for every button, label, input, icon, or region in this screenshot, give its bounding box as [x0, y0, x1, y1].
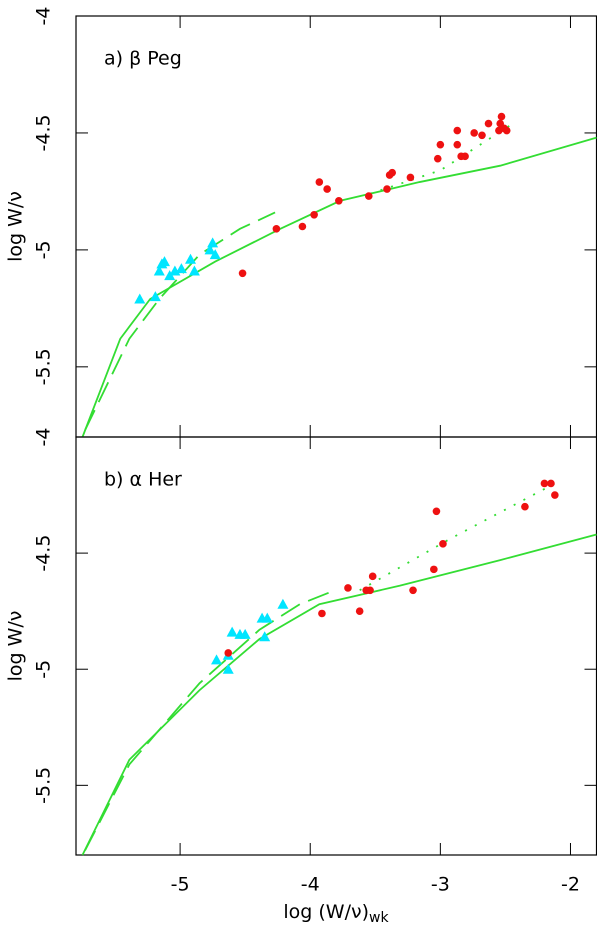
- circle-point: [318, 609, 326, 618]
- circle-point: [551, 491, 559, 499]
- x-axis-label-sub: wk: [369, 910, 389, 926]
- circle-point: [502, 126, 511, 135]
- circle-point: [432, 507, 441, 516]
- circle-point: [521, 502, 529, 511]
- panel-label: b) α Her: [104, 469, 182, 491]
- circle-point: [323, 185, 331, 193]
- line-dashed: [84, 211, 276, 431]
- triangle-point: [222, 663, 234, 674]
- panel-label: a) β Peg: [104, 48, 182, 70]
- x-tick-label: -4: [301, 874, 320, 896]
- triangle-point: [188, 265, 200, 276]
- circle-point: [470, 129, 478, 137]
- circle-point: [315, 178, 324, 186]
- y-tick-label: -5.5: [33, 767, 55, 804]
- circle-point: [344, 584, 352, 592]
- circle-point: [547, 479, 555, 488]
- circle-point: [406, 173, 415, 182]
- y-tick-label: -5: [33, 660, 55, 679]
- line-dashed: [84, 589, 336, 851]
- triangle-point: [149, 291, 161, 302]
- circle-point: [272, 225, 281, 233]
- circle-point: [436, 140, 445, 149]
- y-tick-label: -5: [33, 240, 55, 259]
- triangle-point: [226, 626, 238, 637]
- circle-point: [298, 222, 307, 231]
- circle-point: [409, 586, 417, 595]
- circle-point: [310, 211, 318, 219]
- circle-point: [497, 112, 506, 121]
- circle-point: [430, 565, 438, 574]
- triangle-point: [158, 256, 170, 267]
- triangle-point: [134, 293, 146, 304]
- line-solid: [81, 533, 597, 856]
- circle-point: [238, 269, 247, 278]
- line-solid: [81, 136, 597, 438]
- y-tick-label: -4.5: [33, 535, 55, 572]
- triangle-point: [211, 654, 223, 665]
- circle-point: [335, 196, 343, 205]
- triangle-point: [185, 253, 197, 264]
- triangle-point: [259, 631, 271, 642]
- y-tick-label: -5.5: [33, 348, 55, 385]
- plot-frame: [75, 15, 597, 438]
- triangle-point: [277, 598, 289, 609]
- x-axis-label: log (W/ν)wk: [283, 901, 389, 927]
- line-dotted: [359, 482, 556, 592]
- x-tick-label: -3: [431, 874, 450, 896]
- plot-frame: [75, 436, 597, 856]
- y-tick-label: -4: [33, 428, 55, 447]
- circle-point: [484, 119, 493, 128]
- triangle-point: [153, 265, 165, 276]
- circle-point: [368, 572, 377, 581]
- x-axis-label-main: log (W/ν): [283, 901, 369, 923]
- circle-point: [439, 540, 447, 548]
- triangle-point: [207, 237, 219, 248]
- y-axis-label: log W/ν: [5, 611, 27, 682]
- triangle-point: [239, 628, 251, 639]
- y-axis-label: log W/ν: [5, 191, 27, 262]
- y-tick-label: -4.5: [33, 114, 55, 151]
- circle-point: [453, 126, 462, 135]
- x-tick-label: -2: [561, 874, 580, 896]
- circle-point: [461, 152, 469, 161]
- triangle-point: [209, 249, 221, 260]
- circle-point: [540, 479, 549, 488]
- y-tick-label: -4: [33, 7, 55, 26]
- circle-point: [364, 192, 373, 200]
- circle-point: [388, 168, 397, 177]
- circle-point: [224, 649, 233, 657]
- x-tick-label: -5: [171, 874, 190, 896]
- triangle-point: [204, 244, 216, 255]
- circle-point: [366, 586, 374, 595]
- triangle-point: [261, 612, 273, 623]
- circle-point: [355, 607, 364, 615]
- triangle-point: [175, 263, 187, 274]
- circle-point: [383, 185, 391, 193]
- circle-point: [478, 131, 486, 140]
- circle-point: [433, 154, 442, 163]
- circle-point: [453, 140, 462, 149]
